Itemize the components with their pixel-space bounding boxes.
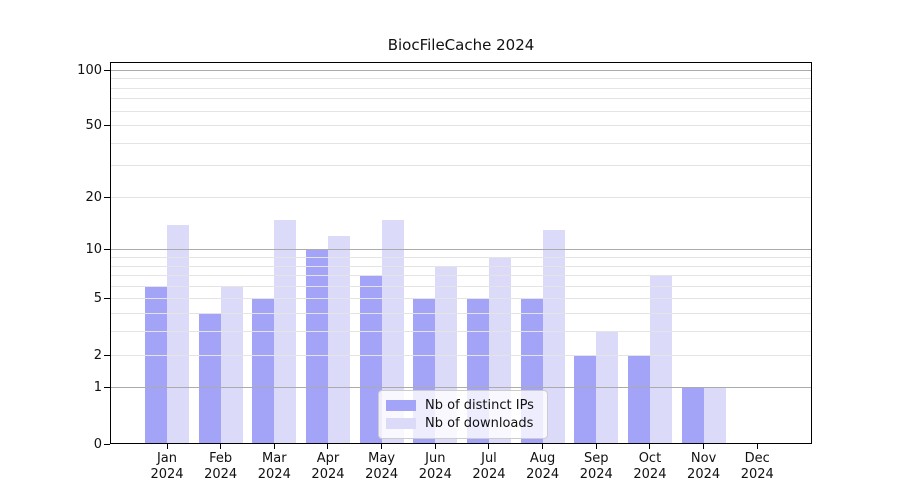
x-tick-mark-sep	[595, 444, 597, 449]
gridline-minor-3	[110, 331, 812, 333]
y-tick-label-20: 20	[85, 190, 102, 206]
gridline-minor-50	[110, 125, 812, 127]
y-tick-mark-5	[104, 298, 110, 300]
x-tick-mark-jun	[434, 444, 436, 449]
x-tick-mark-feb	[220, 444, 222, 449]
gridline-minor-80	[110, 87, 812, 89]
y-tick-label-2: 2	[93, 347, 102, 363]
gridline-minor-4	[110, 313, 812, 315]
x-tick-label-aug: Aug 2024	[515, 451, 571, 483]
x-tick-mark-jul	[488, 444, 490, 449]
bar-ips-apr	[305, 249, 328, 444]
x-tick-year-may: 2024	[365, 467, 399, 482]
y-tick-label-50: 50	[85, 118, 102, 134]
gridline-minor-2	[110, 354, 812, 356]
y-tick-mark-10	[104, 249, 110, 251]
x-tick-year-sep: 2024	[579, 467, 613, 482]
x-tick-year-oct: 2024	[633, 467, 667, 482]
x-tick-mark-apr	[327, 444, 329, 449]
bar-ips-nov	[681, 387, 704, 444]
y-tick-label-5: 5	[93, 291, 102, 307]
legend-label-downloads: Nb of downloads	[425, 416, 534, 431]
x-tick-year-apr: 2024	[311, 467, 345, 482]
bar-ips-mar	[252, 298, 275, 444]
bar-downloads-nov	[703, 387, 726, 444]
x-tick-year-nov: 2024	[687, 467, 721, 482]
x-tick-label-sep: Sep 2024	[568, 451, 624, 483]
bar-ips-sep	[574, 355, 597, 444]
gridline-minor-40	[110, 142, 812, 144]
x-tick-label-jul: Jul 2024	[461, 451, 517, 483]
plot-area	[110, 62, 812, 444]
x-tick-label-jan: Jan 2024	[139, 451, 195, 483]
y-tick-mark-20	[104, 197, 110, 199]
x-tick-year-aug: 2024	[526, 467, 560, 482]
x-tick-mark-dec	[756, 444, 758, 449]
y-tick-label-1: 1	[93, 380, 102, 396]
gridline-minor-7	[110, 275, 812, 277]
x-tick-year-feb: 2024	[204, 467, 238, 482]
x-tick-label-dec: Dec 2024	[729, 451, 785, 483]
bar-ips-may	[359, 275, 382, 444]
plot-border	[110, 62, 812, 444]
gridline-minor-90	[110, 78, 812, 80]
legend-label-distinct-ips: Nb of distinct IPs	[425, 398, 534, 413]
x-tick-label-may: May 2024	[354, 451, 410, 483]
x-tick-mark-nov	[703, 444, 705, 449]
legend: Nb of distinct IPs Nb of downloads	[378, 390, 548, 439]
x-tick-year-dec: 2024	[740, 467, 774, 482]
y-tick-mark-2	[104, 354, 110, 356]
x-tick-mark-oct	[649, 444, 651, 449]
chart-title: BiocFileCache 2024	[387, 36, 535, 54]
legend-entry-downloads: Nb of downloads	[386, 415, 539, 432]
x-tick-year-mar: 2024	[257, 467, 291, 482]
gridline-minor-20	[110, 197, 812, 199]
bar-downloads-apr	[327, 236, 350, 444]
x-tick-label-nov: Nov 2024	[676, 451, 732, 483]
y-tick-mark-1	[104, 387, 110, 389]
x-tick-mark-aug	[542, 444, 544, 449]
y-tick-mark-50	[104, 125, 110, 127]
x-tick-label-feb: Feb 2024	[193, 451, 249, 483]
x-tick-mark-mar	[273, 444, 275, 449]
x-tick-label-oct: Oct 2024	[622, 451, 678, 483]
x-tick-label-jun: Jun 2024	[407, 451, 463, 483]
gridline-minor-8	[110, 265, 812, 267]
x-tick-mark-may	[381, 444, 383, 449]
gridline-minor-30	[110, 165, 812, 167]
gridline-major-10	[110, 249, 812, 251]
x-tick-label-mar: Mar 2024	[246, 451, 302, 483]
x-tick-year-jul: 2024	[472, 467, 506, 482]
x-tick-year-jan: 2024	[150, 467, 184, 482]
x-tick-year-jun: 2024	[418, 467, 452, 482]
y-tick-label-0: 0	[93, 436, 102, 452]
x-tick-mark-jan	[166, 444, 168, 449]
legend-swatch-downloads	[386, 418, 416, 429]
gridline-minor-6	[110, 285, 812, 287]
y-tick-mark-0	[104, 443, 110, 445]
bar-downloads-oct	[649, 275, 672, 444]
gridline-minor-70	[110, 98, 812, 100]
x-tick-label-apr: Apr 2024	[300, 451, 356, 483]
bar-ips-feb	[198, 313, 221, 444]
bar-ips-jan	[145, 286, 167, 444]
bar-downloads-jan	[167, 224, 189, 444]
gridline-minor-9	[110, 257, 812, 259]
grid-layer	[110, 62, 812, 444]
gridline-minor-5	[110, 298, 812, 300]
bar-downloads-feb	[220, 286, 243, 444]
y-tick-label-10: 10	[85, 242, 102, 258]
bar-downloads-aug	[542, 230, 565, 444]
bar-ips-oct	[627, 355, 650, 444]
legend-swatch-distinct-ips	[386, 400, 416, 411]
legend-entry-distinct-ips: Nb of distinct IPs	[386, 397, 539, 414]
gridline-major-1	[110, 387, 812, 389]
y-tick-mark-100	[104, 69, 110, 71]
gridline-major-100	[110, 69, 812, 71]
y-tick-label-100: 100	[77, 62, 102, 78]
gridline-minor-60	[110, 110, 812, 112]
